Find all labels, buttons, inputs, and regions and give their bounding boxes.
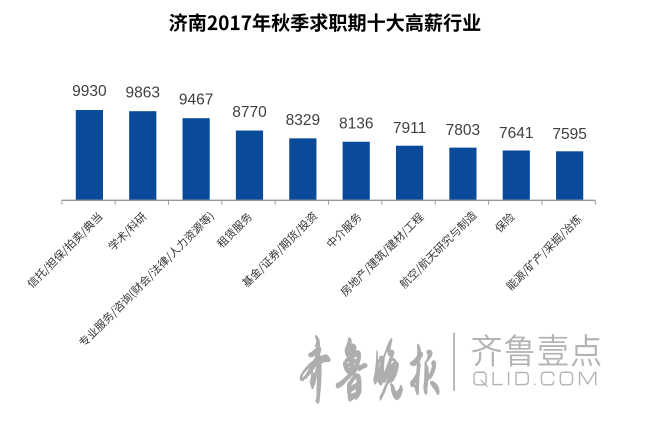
svg-text:7911: 7911	[393, 120, 426, 137]
svg-text:8770: 8770	[232, 104, 267, 121]
svg-text:9467: 9467	[179, 92, 213, 109]
svg-text:8329: 8329	[286, 112, 320, 129]
svg-text:7803: 7803	[446, 122, 480, 139]
svg-text:8136: 8136	[339, 116, 373, 133]
svg-text:7595: 7595	[552, 126, 586, 143]
svg-text:9930: 9930	[72, 83, 107, 100]
svg-text:7641: 7641	[499, 125, 533, 142]
svg-text:9863: 9863	[126, 84, 160, 101]
